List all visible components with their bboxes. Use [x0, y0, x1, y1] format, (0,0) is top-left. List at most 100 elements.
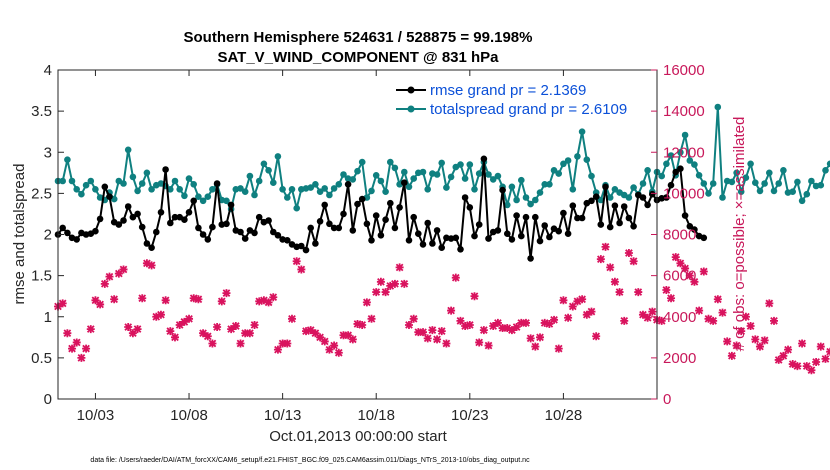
- totalspread-point: [372, 172, 380, 179]
- totalspread-point: [625, 194, 633, 201]
- totalspread-point: [522, 194, 530, 201]
- totalspread-point: [504, 201, 511, 209]
- rmse-point: [504, 230, 511, 237]
- rmse-point: [284, 237, 291, 244]
- rmse-point: [354, 200, 361, 208]
- obs-point: [442, 339, 451, 348]
- obs-point: [760, 336, 769, 345]
- totalspread-point: [237, 185, 244, 192]
- totalspread-point: [775, 180, 782, 187]
- rmse-point: [344, 181, 352, 188]
- totalspread-point: [564, 157, 572, 164]
- obs-point: [723, 337, 732, 346]
- totalspread-point: [82, 181, 90, 189]
- obs-point: [498, 324, 507, 333]
- obs-point: [727, 351, 736, 360]
- totalspread-point: [424, 186, 432, 193]
- totalspread-point: [737, 188, 745, 195]
- totalspread-point: [541, 181, 548, 188]
- obs-point: [58, 299, 67, 308]
- obs-point: [784, 345, 793, 354]
- obs-point: [643, 313, 652, 322]
- obs-point: [718, 308, 727, 317]
- rmse-point: [480, 155, 488, 163]
- rmse-point: [471, 232, 478, 240]
- x-axis-ticks: 10/03 10/08 10/13 10/18 10/23 10/28: [77, 70, 582, 424]
- totalspread-point: [761, 180, 768, 187]
- totalspread-point: [199, 197, 207, 205]
- rmse-point: [672, 168, 679, 176]
- totalspread-point: [695, 172, 703, 179]
- totalspread-point: [368, 187, 375, 195]
- totalspread-point: [780, 167, 787, 174]
- obs-point: [203, 332, 212, 341]
- rmse-point: [630, 223, 637, 230]
- obs-point: [428, 326, 437, 335]
- obs-point: [213, 323, 222, 332]
- rmse-point: [195, 224, 202, 232]
- y-right-tick-label: 14000: [663, 103, 705, 120]
- totalspread-point: [457, 161, 464, 168]
- obs-point: [713, 295, 722, 304]
- obs-point: [746, 322, 755, 331]
- totalspread-point: [129, 173, 137, 181]
- rmse-point: [620, 203, 628, 210]
- obs-point: [180, 317, 189, 326]
- obs-point: [110, 295, 119, 304]
- obs-point: [217, 297, 226, 306]
- rmse-point: [667, 181, 675, 189]
- obs-point: [540, 318, 549, 327]
- totalspread-point: [663, 160, 670, 168]
- totalspread-point: [733, 169, 740, 177]
- obs-point: [119, 265, 128, 274]
- obs-point: [456, 316, 465, 325]
- totalspread-point: [64, 156, 71, 163]
- obs-point: [517, 318, 526, 327]
- obs-point: [283, 339, 292, 348]
- obs-point: [302, 327, 311, 336]
- totalspread-point: [241, 188, 249, 195]
- rmse-point: [265, 217, 272, 224]
- rmse-point: [372, 212, 380, 219]
- rmse-point: [251, 229, 258, 237]
- obs-point: [433, 335, 442, 344]
- rmse-point: [546, 233, 553, 241]
- x-axis-label: Oct.01,2013 00:00:00 start: [269, 428, 447, 445]
- rmse-point: [569, 202, 577, 209]
- obs-point: [512, 323, 521, 332]
- totalspread-point: [209, 186, 216, 193]
- rmse-point: [536, 237, 544, 245]
- totalspread-point: [410, 175, 418, 182]
- totalspread-point: [494, 172, 502, 180]
- totalspread-point: [756, 187, 764, 195]
- totalspread-point: [312, 181, 319, 188]
- obs-point: [592, 332, 601, 341]
- obs-point: [573, 297, 582, 306]
- totalspread-point: [677, 149, 684, 156]
- totalspread-point: [705, 190, 712, 197]
- y-left-tick-label: 2.5: [31, 185, 52, 202]
- rmse-point: [382, 216, 389, 223]
- totalspread-point: [808, 177, 815, 185]
- obs-point: [695, 306, 704, 315]
- totalspread-point: [120, 180, 127, 187]
- rmse-point: [419, 241, 427, 248]
- y-right-tick-label: 8000: [663, 227, 696, 244]
- rmse-point: [564, 230, 572, 237]
- totalspread-point: [644, 167, 651, 174]
- totalspread-point: [87, 177, 95, 185]
- rmse-point: [237, 228, 244, 236]
- obs-point: [681, 264, 690, 273]
- totalspread-point: [691, 161, 698, 168]
- rmse-point: [223, 220, 230, 228]
- rmse-point: [457, 246, 464, 253]
- y-left-tick-label: 1: [44, 309, 52, 326]
- totalspread-point: [658, 172, 665, 180]
- totalspread-point: [335, 181, 343, 188]
- rmse-point: [101, 183, 109, 191]
- y-axis-right-ticks: 0 2000 4000 6000 8000 10000 12000 14000 16000: [651, 62, 705, 408]
- totalspread-point: [606, 194, 614, 201]
- obs-point: [231, 322, 240, 331]
- totalspread-point: [471, 186, 478, 193]
